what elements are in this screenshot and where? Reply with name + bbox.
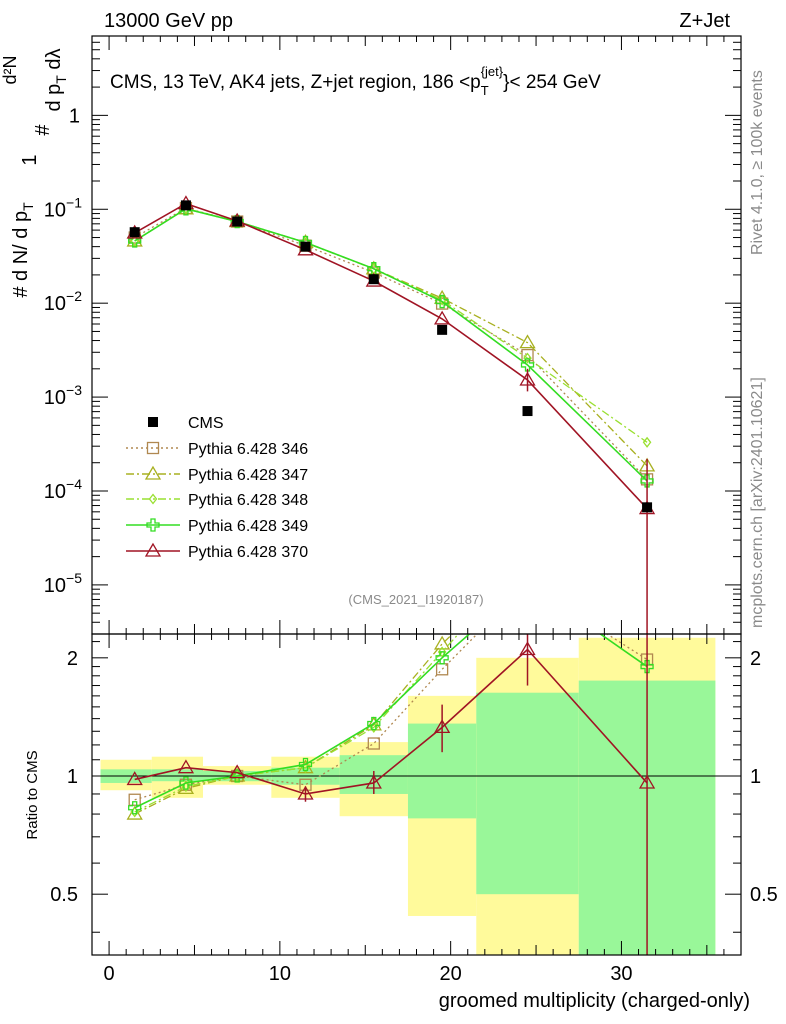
ratio-marker [298, 757, 313, 772]
series-line [134, 208, 648, 482]
ratio-tick-label-left: 1 [67, 766, 78, 788]
series-marker [521, 348, 534, 362]
legend-label: Pythia 6.428 349 [188, 518, 308, 535]
ratio-marker [522, 577, 534, 589]
main-ylabel: 1 # d N/ d pT # d²N d pT dλ [0, 48, 69, 297]
ratio-line [134, 634, 454, 815]
watermark: (CMS_2021_I1920187) [348, 592, 483, 607]
ratio-marker [640, 659, 654, 674]
legend-swatch-marker [148, 493, 158, 505]
ratio-marker [524, 553, 531, 562]
series-marker [520, 358, 535, 372]
ratio-marker [128, 793, 141, 806]
main-axes: 10−5 10−4 10−3 10−2 10−1 1 [44, 35, 742, 635]
y-tick-label: 10−2 [44, 288, 82, 315]
ratio-tick-label-right: 2 [750, 648, 761, 670]
legend-label: CMS [188, 415, 224, 432]
series-marker [128, 234, 142, 248]
ylabel-one: 1 [19, 154, 41, 165]
data-point [368, 274, 379, 285]
legend-swatch-marker [144, 542, 162, 557]
ratio-tick-label-right: 0.5 [750, 884, 778, 906]
data-point [232, 216, 243, 227]
ratio-tick-label-right: 1 [750, 766, 761, 788]
ratio-marker [435, 651, 449, 665]
ratio-marker [367, 716, 381, 731]
ylabel-hash2: # [32, 124, 54, 136]
ratio-marker [126, 805, 143, 820]
ratio-marker [177, 759, 195, 774]
legend-swatch-cms [148, 417, 158, 427]
y-tick-label: 10−5 [44, 570, 82, 597]
series-marker [435, 294, 449, 309]
ratio-marker [433, 635, 451, 650]
ratio-ylabel: Ratio to CMS [24, 750, 41, 839]
y-tick-label: 1 [69, 105, 80, 127]
series-marker [433, 310, 451, 325]
legend-swatch-marker [144, 465, 162, 480]
header-right: Z+Jet [679, 10, 730, 32]
ratio-marker [179, 776, 193, 790]
series-marker [523, 352, 532, 364]
series-marker [433, 289, 451, 304]
series-line [134, 202, 648, 510]
data-point [300, 241, 311, 252]
series-marker [640, 474, 654, 488]
rivet-label: Rivet 4.1.0, ≥ 100k events [749, 70, 766, 255]
ratio-frame [91, 633, 742, 956]
ratio-line [134, 634, 648, 809]
data-point [129, 227, 140, 238]
x-tick-label: 20 [440, 963, 462, 985]
x-tick-label: 10 [269, 963, 291, 985]
legend-label: Pythia 6.428 370 [188, 544, 308, 561]
main-series [126, 195, 656, 634]
x-tick-label: 30 [610, 963, 632, 985]
x-tick-label: 0 [104, 963, 115, 985]
y-tick-label: 10−4 [44, 476, 82, 503]
legend-label: Pythia 6.428 348 [188, 492, 308, 509]
ratio-series [126, 553, 656, 955]
legend-label: Pythia 6.428 346 [188, 441, 308, 458]
data-point [642, 502, 653, 513]
ratio-marker [522, 578, 533, 589]
ylabel-dpt-dl: d pT dλ [43, 48, 69, 111]
legend-label: Pythia 6.428 347 [188, 467, 308, 484]
ratio-marker [437, 646, 447, 658]
ratio-marker [367, 737, 380, 750]
ylabel-dn: # d N/ d pT [10, 202, 36, 298]
stat-band [151, 769, 204, 782]
ratio-marker [229, 764, 246, 779]
ratio-marker [521, 555, 535, 567]
ratio-line [134, 634, 460, 813]
mcplots-label: mcplots.cern.ch [arXiv:2401.10621] [749, 377, 766, 628]
ratio-tick-label-left: 0.5 [50, 884, 78, 906]
legend-swatch-marker [146, 518, 160, 532]
ylabel-d2n: d²N [0, 55, 20, 84]
y-tick-label: 10−1 [44, 194, 82, 221]
ratio-marker [126, 771, 143, 786]
chart-title: CMS, 13 TeV, AK4 jets, Z+jet region, 186… [110, 64, 601, 98]
series-marker [642, 436, 652, 448]
legend: CMS Pythia 6.428 346 Pythia 6.428 347 Pythi… [126, 415, 308, 561]
ratio-line [134, 648, 648, 795]
x-axis-label: groomed multiplicity (charged-only) [439, 990, 750, 1012]
data-point [180, 200, 191, 211]
series-marker [519, 334, 536, 349]
y-tick-label: 10−3 [44, 382, 82, 409]
data-point [522, 406, 533, 417]
ratio-axes: 0 10 20 30 0.5 0.5 1 1 2 2 [50, 634, 778, 985]
ratio-marker [128, 801, 142, 815]
data-point [437, 324, 448, 335]
series-line [134, 207, 648, 480]
stat-band [476, 692, 579, 895]
legend-swatch-marker [146, 441, 160, 455]
ratio-tick-label-left: 2 [67, 648, 78, 670]
header-left: 13000 GeV pp [104, 10, 233, 32]
